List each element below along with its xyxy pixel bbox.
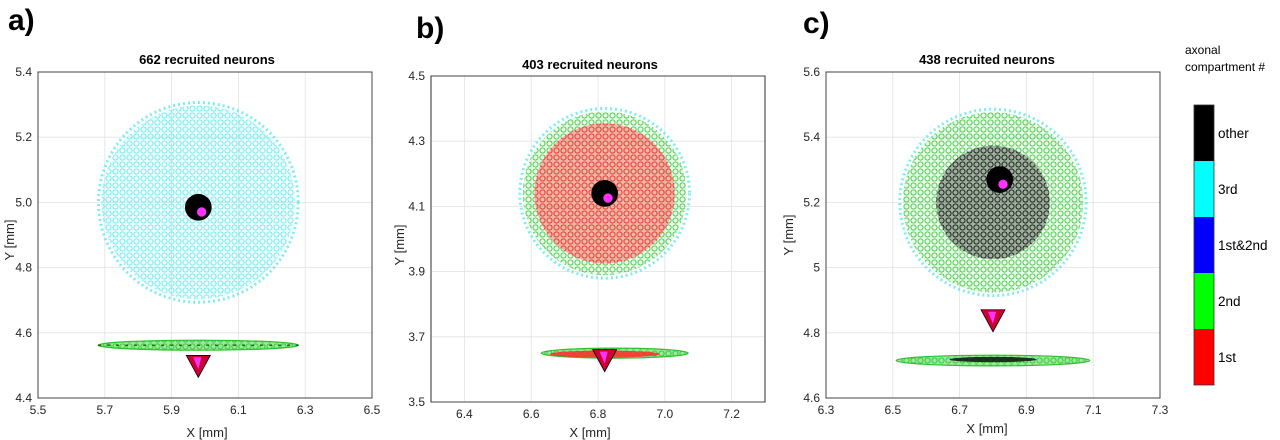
y-tick-label: 5.4 <box>803 130 820 144</box>
x-tick-label: 6.7 <box>951 403 968 417</box>
side-projection-core <box>949 356 1037 363</box>
disk-fringe <box>96 101 300 304</box>
y-tick-label: 3.9 <box>408 265 425 279</box>
panel-b-plot-area: 6.4 6.6 6.8 7.0 7.2 3.5 3.7 3.9 4.1 4.3 4.5 <box>408 69 766 421</box>
colorbar-label: 1st <box>1218 350 1236 365</box>
panel-letter-c: c) <box>803 7 830 40</box>
electrode-highlight <box>603 193 613 203</box>
y-tick-label: 4.1 <box>408 199 425 213</box>
x-tick-label: 6.5 <box>884 403 901 417</box>
colorbar-block <box>1194 273 1214 329</box>
electrode-highlight <box>998 179 1008 189</box>
x-tick-label: 6.9 <box>1018 403 1035 417</box>
colorbar-blocks <box>1193 104 1215 386</box>
x-tick-label: 7.0 <box>656 407 673 421</box>
panel-b-ylabel: Y [mm] <box>392 225 407 266</box>
x-tick-label: 6.3 <box>297 403 314 417</box>
x-tick-label: 6.1 <box>230 403 247 417</box>
panel-b-xlabel: X [mm] <box>569 425 610 440</box>
colorbar-title-line-1: axonal <box>1185 43 1220 57</box>
panel-a-ylabel: Y [mm] <box>2 220 17 261</box>
electrode <box>986 166 1014 193</box>
panel-c-xlabel: X [mm] <box>966 421 1007 436</box>
y-tick-label: 4.4 <box>15 391 32 405</box>
x-tick-label: 6.6 <box>523 407 540 421</box>
y-tick-label: 5.6 <box>803 65 820 79</box>
disk-inner-neurons <box>936 145 1050 260</box>
soma-marker-highlight <box>988 311 996 324</box>
panel-a: a) 662 recruited neurons 5.5 5.7 5.9 6.1 6.3… <box>2 4 381 440</box>
y-tick-label: 5.2 <box>15 130 32 144</box>
x-tick-label: 5.7 <box>96 403 113 417</box>
y-tick-label: 5.4 <box>15 65 32 79</box>
x-tick-label: 6.8 <box>590 407 607 421</box>
electrode-highlight <box>196 207 207 217</box>
colorbar-block <box>1194 217 1214 273</box>
y-tick-label: 5.0 <box>15 195 32 209</box>
x-tick-label: 7.3 <box>1152 403 1169 417</box>
colorbar-labels: other 3rd 1st&2nd 2nd 1st <box>1218 126 1268 365</box>
colorbar-title-line-2: compartment # <box>1185 60 1265 74</box>
y-tick-label: 4.3 <box>408 134 425 148</box>
colorbar-label: other <box>1218 126 1249 141</box>
panel-a-xlabel: X [mm] <box>186 425 227 440</box>
y-tick-label: 3.7 <box>408 330 425 344</box>
colorbar-label: 2nd <box>1218 294 1241 309</box>
panel-b-title: 403 recruited neurons <box>522 57 658 72</box>
axes-frame <box>37 71 373 399</box>
x-tick-label: 7.2 <box>723 407 740 421</box>
colorbar-label: 1st&2nd <box>1218 238 1268 253</box>
colorbar: axonal compartment # other 3rd 1st&2nd 2nd 1… <box>1185 43 1268 386</box>
panel-c-ylabel: Y [mm] <box>781 215 796 256</box>
soma-marker-highlight <box>193 357 202 370</box>
y-tick-label: 3.5 <box>408 395 425 409</box>
y-tick-label: 4.8 <box>803 326 820 340</box>
panel-letter-b: b) <box>416 12 444 45</box>
colorbar-block <box>1194 161 1214 217</box>
panel-b: b) 403 recruited neurons 6.4 6.6 6.8 7.0 7.2… <box>392 12 766 440</box>
y-tick-label: 5.2 <box>803 195 820 209</box>
y-tick-label: 4.6 <box>15 326 32 340</box>
electrode <box>591 180 619 207</box>
x-tick-label: 5.5 <box>30 403 47 417</box>
y-tick-label: 4.5 <box>408 69 425 83</box>
axes-frame <box>825 71 1161 399</box>
x-tick-label: 6.5 <box>364 403 381 417</box>
y-tick-label: 5 <box>813 261 820 275</box>
panel-c: c) 438 recruited neurons 6.3 6.5 6.7 6.9 7.1… <box>781 7 1169 436</box>
axes-frame <box>430 75 766 403</box>
colorbar-frame <box>1193 104 1215 386</box>
colorbar-label: 3rd <box>1218 182 1238 197</box>
colorbar-block <box>1194 329 1214 385</box>
panel-c-plot-area: 6.3 6.5 6.7 6.9 7.1 7.3 4.6 4.8 5 5.2 5.4 5.6 <box>803 65 1168 417</box>
y-tick-label: 4.6 <box>803 391 820 405</box>
x-tick-label: 7.1 <box>1085 403 1102 417</box>
electrode <box>184 193 212 221</box>
colorbar-block <box>1194 105 1214 161</box>
disk-fringe <box>518 107 692 280</box>
panel-a-plot-area: 5.5 5.7 5.9 6.1 6.3 6.5 4.4 4.6 4.8 5.0 5.2 5.4 <box>15 65 380 417</box>
panel-letter-a: a) <box>8 4 35 37</box>
panel-a-title: 662 recruited neurons <box>139 52 275 67</box>
x-tick-label: 6.3 <box>818 403 835 417</box>
x-tick-label: 6.4 <box>456 407 473 421</box>
x-tick-label: 5.9 <box>163 403 180 417</box>
disk-fringe <box>898 107 1088 298</box>
panel-c-title: 438 recruited neurons <box>919 52 1055 67</box>
soma-marker-highlight <box>599 351 608 364</box>
y-tick-label: 4.8 <box>15 261 32 275</box>
